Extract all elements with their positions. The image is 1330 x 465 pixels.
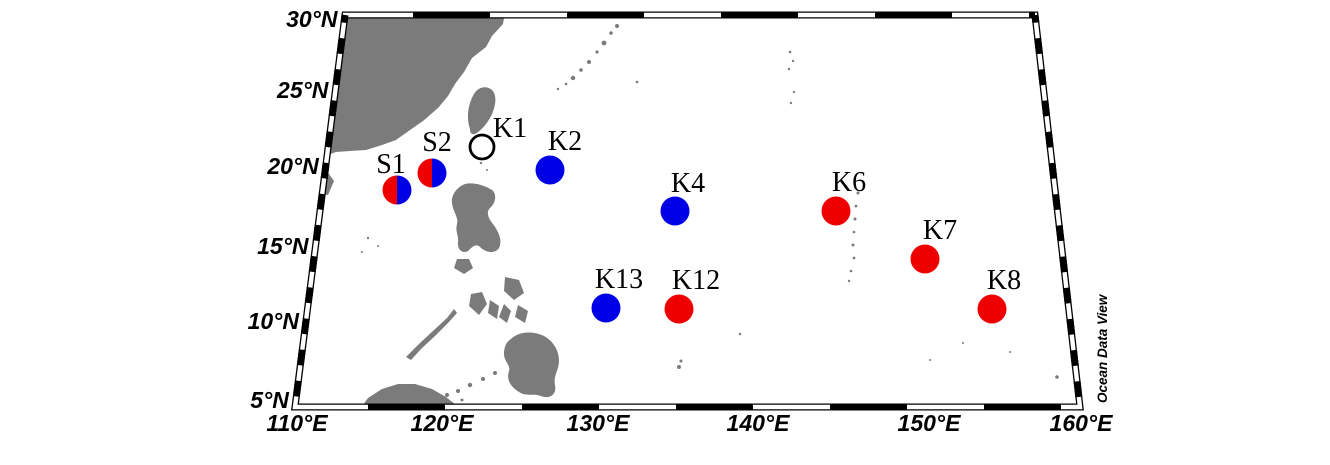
station-label: S1 — [376, 149, 406, 180]
landmass-luzon — [451, 183, 501, 253]
station-label: K6 — [832, 167, 866, 198]
station-label: K4 — [671, 168, 705, 199]
station-label: K8 — [987, 265, 1021, 296]
station-marker-blue[interactable] — [591, 293, 621, 323]
landmass-mindanao — [503, 332, 559, 398]
station-k8: K8 — [977, 265, 1021, 324]
landmass-palawan — [406, 309, 457, 360]
lon-tick-label: 120°E — [411, 410, 475, 436]
station-marker-blue[interactable] — [660, 196, 690, 226]
landmass-leyte — [515, 305, 528, 323]
station-label: K13 — [595, 264, 643, 295]
lat-tick-label: 10°N — [248, 308, 300, 334]
station-marker-right-half[interactable] — [397, 175, 412, 205]
station-k2: K2 — [535, 126, 582, 185]
latitude-axis: 30°N 25°N 20°N 15°N 10°N 5°N — [248, 6, 338, 413]
station-k1: K1 — [468, 113, 527, 161]
station-label: K12 — [672, 265, 720, 296]
ryukyu-islets — [556, 24, 639, 91]
station-s1: S1 — [376, 149, 412, 205]
station-k6: K6 — [821, 167, 866, 226]
station-marker-red[interactable] — [910, 244, 940, 274]
station-marker-red[interactable] — [977, 294, 1007, 324]
station-marker-left-half[interactable] — [417, 158, 433, 188]
sulu-islets — [445, 371, 497, 402]
lon-tick-label: 150°E — [898, 410, 962, 436]
lat-tick-label: 30°N — [286, 6, 338, 32]
station-marker-red[interactable] — [821, 196, 851, 226]
station-k12: K12 — [664, 265, 720, 324]
lat-tick-label: 25°N — [276, 77, 329, 103]
station-k4: K4 — [660, 168, 705, 226]
lat-tick-label: 15°N — [257, 233, 309, 259]
lat-tick-label: 5°N — [250, 387, 289, 413]
station-s2: S2 — [417, 127, 452, 188]
station-k7: K7 — [910, 215, 957, 274]
station-marker-blue[interactable] — [535, 155, 565, 185]
landmass-taiwan — [467, 87, 496, 135]
mariana-islets — [847, 191, 860, 283]
landmass-samar — [504, 277, 524, 300]
station-marker-red[interactable] — [664, 294, 694, 324]
station-marker-left-half[interactable] — [382, 175, 398, 205]
lat-tick-label: 20°N — [266, 153, 319, 179]
bonin-islets — [787, 50, 796, 105]
odv-attribution: Ocean Data View — [1095, 293, 1110, 403]
station-label: K7 — [923, 215, 957, 246]
longitude-axis: 110°E 120°E 130°E 140°E 150°E 160°E — [266, 410, 1113, 436]
lon-tick-label: 130°E — [567, 410, 631, 436]
station-marker-open[interactable] — [468, 133, 496, 161]
landmass-panay — [469, 292, 487, 315]
lon-tick-label: 140°E — [727, 410, 791, 436]
station-label: K2 — [548, 126, 582, 157]
lon-tick-label: 160°E — [1050, 410, 1114, 436]
map-frame — [291, 11, 1084, 411]
station-label: K1 — [493, 113, 527, 144]
lon-tick-label: 110°E — [266, 410, 328, 436]
station-marker-right-half[interactable] — [432, 158, 447, 188]
stations-layer: S1 S2 K1 K2 K4 K6 K7 K8 K12 K13 — [376, 113, 1021, 324]
station-label: S2 — [422, 127, 452, 158]
landmass-cebu — [499, 304, 511, 323]
landmass-mindoro — [454, 259, 473, 274]
scattered-islets — [361, 161, 1059, 379]
station-k13: K13 — [591, 264, 643, 323]
landmass-negros — [488, 300, 499, 319]
